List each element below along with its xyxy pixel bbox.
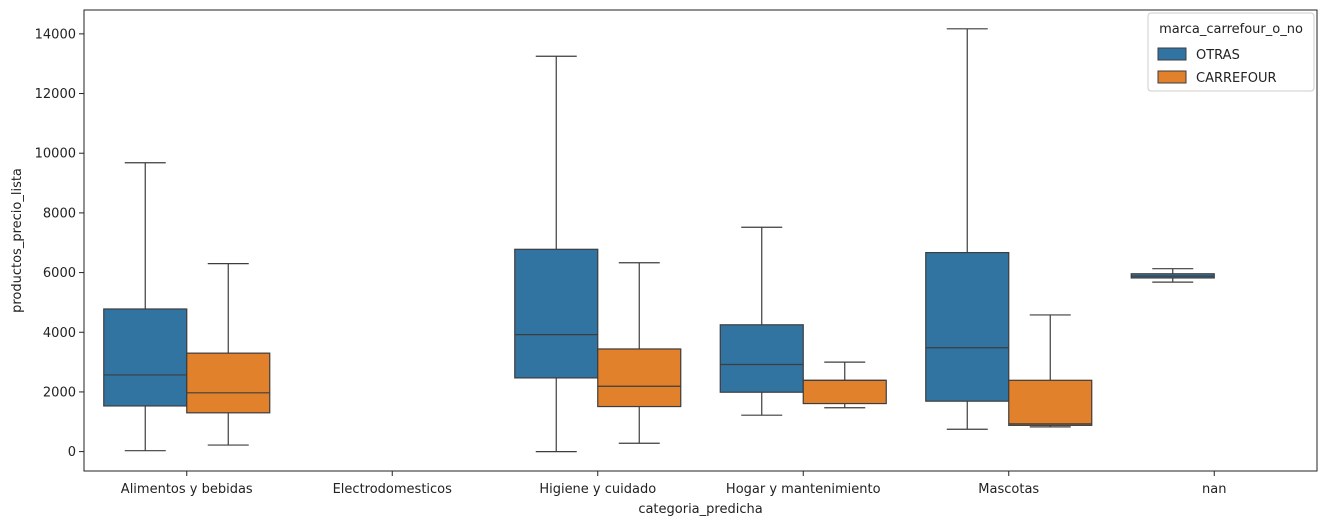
box-otras	[1130, 268, 1215, 283]
legend-title: marca_carrefour_o_no	[1159, 22, 1303, 37]
y-tick-label: 4000	[43, 326, 76, 341]
box-iqr	[802, 379, 887, 405]
box-carrefour	[186, 263, 271, 446]
box-iqr	[719, 324, 804, 393]
x-tick-label: Higiene y cuidado	[539, 482, 656, 497]
plot-frame	[83, 9, 1318, 472]
legend-label-carrefour: CARREFOUR	[1196, 71, 1277, 86]
legend-swatch-carrefour	[1157, 70, 1187, 84]
box-otras	[103, 162, 188, 452]
y-axis-ticks: 0 2000 4000 6000 8000 10000 12000 14000	[35, 27, 84, 460]
box-iqr	[103, 308, 188, 407]
x-tick-label: Electrodomesticos	[333, 482, 453, 497]
x-tick-label: Mascotas	[978, 482, 1039, 497]
y-tick-label: 0	[68, 445, 76, 460]
plot-content	[103, 28, 1215, 453]
x-axis-ticks: Alimentos y bebidas Electrodomesticos Higi…	[121, 471, 1226, 497]
box-carrefour	[1008, 314, 1093, 428]
y-tick-label: 2000	[43, 385, 76, 400]
y-tick-label: 12000	[35, 87, 76, 102]
legend-label-otras: OTRAS	[1196, 48, 1240, 63]
y-tick-label: 6000	[43, 266, 76, 281]
box-iqr	[514, 248, 599, 379]
box-carrefour	[802, 361, 887, 409]
box-iqr	[597, 348, 682, 408]
x-tick-label: Alimentos y bebidas	[121, 482, 253, 497]
legend-frame	[1147, 12, 1315, 92]
y-tick-label: 8000	[43, 206, 76, 221]
legend-swatch-otras	[1157, 47, 1187, 61]
x-axis-title: categoria_predicha	[638, 502, 762, 517]
box-iqr	[925, 251, 1010, 402]
y-tick-label: 10000	[35, 147, 76, 162]
x-tick-label: Hogar y mantenimiento	[726, 482, 881, 497]
y-tick-label: 14000	[35, 27, 76, 42]
legend: marca_carrefour_o_no OTRAS CARREFOUR	[1147, 12, 1315, 92]
box-carrefour	[597, 262, 682, 444]
box-otras	[719, 226, 804, 416]
y-axis-title: productos_precio_lista	[10, 168, 25, 313]
box-otras	[514, 55, 599, 453]
box-iqr	[1008, 379, 1093, 426]
x-tick-label: nan	[1202, 482, 1226, 497]
box-otras	[925, 28, 1010, 430]
box-iqr	[186, 352, 271, 414]
